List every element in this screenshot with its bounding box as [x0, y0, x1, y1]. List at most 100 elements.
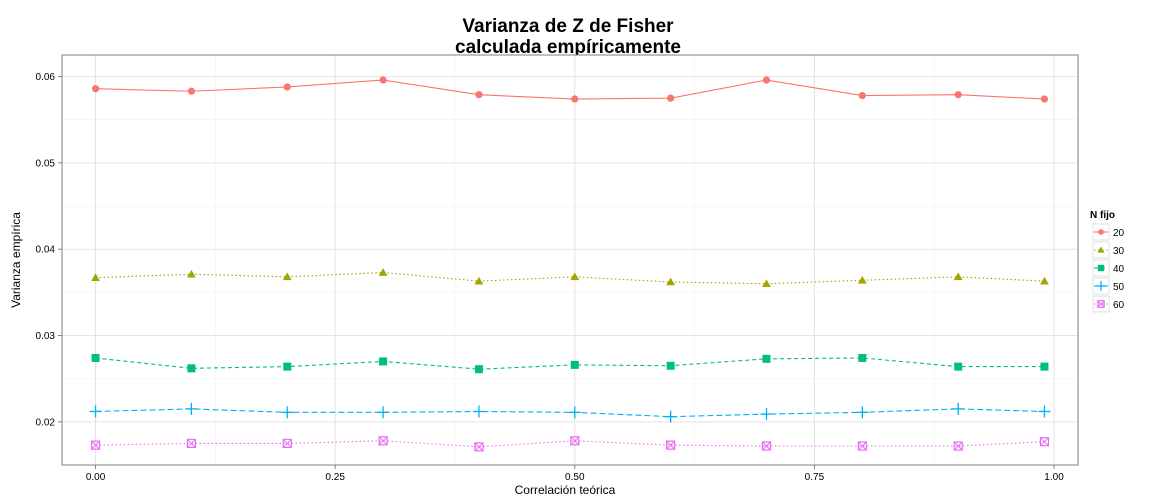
data-point-20 — [379, 76, 387, 84]
data-point-20 — [91, 85, 100, 93]
y-tick-label: 0.06 — [36, 72, 56, 83]
data-point-60 — [857, 441, 867, 451]
legend-item-50: 50 — [1092, 277, 1125, 295]
series-60 — [90, 436, 1050, 452]
x-axis-ticks: 0.00 0.25 0.50 0.75 1.00 — [86, 465, 1064, 483]
data-point-40 — [762, 354, 771, 363]
y-tick-label: 0.03 — [36, 331, 56, 342]
data-point-50 — [856, 406, 869, 419]
series-50 — [89, 402, 1051, 423]
data-point-30 — [186, 269, 196, 278]
data-point-20 — [1040, 95, 1049, 103]
data-point-20 — [475, 91, 483, 99]
y-tick-label: 0.05 — [36, 158, 56, 169]
data-point-30 — [762, 279, 771, 288]
legend-label: 60 — [1113, 300, 1125, 311]
x-axis-label: Correlación teórica — [515, 483, 616, 497]
data-point-40 — [1040, 362, 1049, 371]
data-point-50 — [568, 406, 581, 419]
legend: N fijo 20 30 40 50 60 — [1090, 210, 1125, 313]
x-tick-label: 0.00 — [86, 472, 106, 483]
legend-marker-50 — [1096, 281, 1106, 291]
data-point-20 — [571, 95, 579, 103]
legend-item-40: 40 — [1092, 259, 1125, 277]
data-point-30 — [1040, 276, 1049, 285]
data-point-20 — [762, 76, 771, 84]
series-layer — [89, 76, 1051, 452]
data-point-40 — [954, 362, 963, 371]
data-point-30 — [378, 268, 388, 276]
data-point-50 — [472, 405, 485, 418]
plot-background — [62, 55, 1078, 465]
legend-item-60: 60 — [1092, 295, 1125, 313]
data-point-30 — [474, 276, 484, 285]
data-point-30 — [570, 272, 580, 281]
y-axis-label: Varianza empírica — [9, 212, 23, 308]
data-point-40 — [474, 365, 483, 374]
data-point-50 — [760, 408, 773, 421]
data-point-50 — [185, 402, 198, 415]
data-point-60 — [761, 441, 772, 451]
grid-lines — [62, 55, 1078, 465]
data-point-50 — [377, 406, 390, 419]
series-line-40 — [95, 357, 1045, 370]
data-point-60 — [282, 438, 292, 449]
data-point-40 — [858, 353, 867, 362]
data-point-50 — [664, 410, 677, 423]
data-point-20 — [858, 91, 866, 100]
x-tick-label: 0.25 — [325, 472, 345, 483]
data-point-60 — [666, 440, 676, 450]
data-point-60 — [186, 438, 196, 449]
legend-label: 40 — [1113, 264, 1125, 275]
data-point-60 — [953, 441, 963, 451]
data-point-30 — [857, 275, 867, 284]
legend-item-30: 30 — [1092, 241, 1125, 259]
legend-title: N fijo — [1090, 210, 1115, 221]
data-point-40 — [91, 353, 100, 362]
data-point-50 — [281, 406, 294, 419]
data-point-60 — [90, 440, 101, 450]
legend-marker-30 — [1097, 246, 1105, 253]
x-tick-label: 1.00 — [1044, 472, 1064, 483]
legend-label: 20 — [1113, 228, 1125, 239]
data-point-60 — [1039, 437, 1050, 447]
data-point-40 — [666, 361, 675, 370]
legend-marker-40 — [1097, 264, 1105, 272]
data-point-20 — [283, 83, 291, 91]
data-point-40 — [187, 364, 196, 373]
x-tick-label: 0.75 — [805, 472, 825, 483]
data-point-30 — [282, 272, 292, 281]
data-point-40 — [379, 357, 388, 366]
legend-item-20: 20 — [1092, 223, 1125, 241]
series-40 — [91, 353, 1049, 374]
data-point-20 — [954, 91, 962, 99]
data-point-30 — [953, 272, 963, 281]
y-axis-ticks: 0.02 0.03 0.04 0.05 0.06 — [36, 72, 62, 428]
data-point-20 — [187, 87, 195, 95]
data-point-60 — [570, 436, 580, 446]
data-point-50 — [952, 402, 965, 415]
chart-title-line1: Varianza de Z de Fisher — [462, 16, 674, 37]
plot-panel — [61, 54, 1079, 466]
data-point-60 — [378, 436, 388, 446]
plot-border — [61, 54, 1079, 466]
data-point-30 — [666, 277, 676, 286]
data-point-40 — [570, 360, 579, 369]
legend-items: 20 30 40 50 60 — [1092, 223, 1125, 313]
data-point-50 — [1038, 405, 1051, 418]
data-point-40 — [283, 362, 292, 371]
chart-title-line2: calculada empíricamente — [455, 37, 681, 58]
y-tick-label: 0.04 — [36, 245, 56, 256]
legend-label: 50 — [1113, 282, 1125, 293]
legend-label: 30 — [1113, 246, 1125, 257]
series-30 — [91, 268, 1049, 288]
data-point-20 — [667, 94, 675, 102]
x-tick-label: 0.50 — [565, 472, 585, 483]
y-tick-label: 0.02 — [36, 417, 56, 428]
series-20 — [91, 76, 1049, 103]
data-point-50 — [89, 405, 102, 418]
data-point-30 — [91, 273, 100, 281]
data-point-60 — [474, 442, 484, 452]
legend-marker-60 — [1097, 300, 1105, 308]
